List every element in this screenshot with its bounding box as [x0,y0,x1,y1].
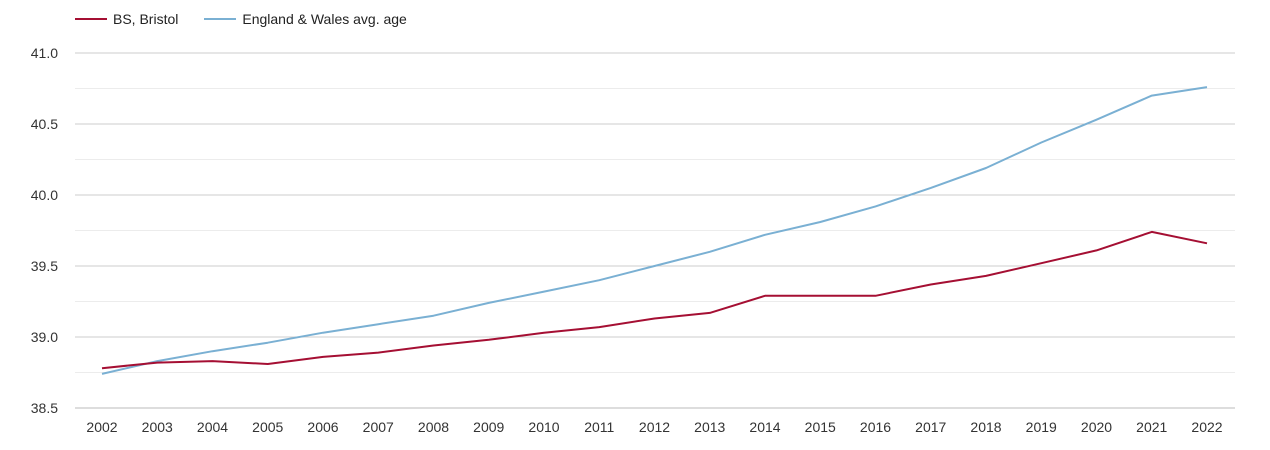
series-line-bristol [101,230,1208,370]
y-tick-label: 40.0 [31,187,58,203]
x-tick-label: 2009 [473,419,504,435]
y-tick-label: 40.5 [31,116,58,132]
legend-label-england-wales: England & Wales avg. age [242,11,407,27]
legend-label-bristol: BS, Bristol [113,11,179,27]
x-tick-label: 2004 [197,419,228,435]
x-tick-label: 2012 [639,419,670,435]
x-tick-label: 2017 [915,419,946,435]
x-tick-label: 2016 [860,419,891,435]
y-tick-label: 41.0 [31,45,58,61]
x-tick-label: 2022 [1191,419,1222,435]
x-tick-label: 2013 [694,419,725,435]
x-tick-label: 2021 [1136,419,1167,435]
legend-swatch-bristol [75,18,107,20]
series-group [101,86,1208,375]
x-tick-label: 2003 [142,419,173,435]
x-tick-label: 2007 [363,419,394,435]
y-axis: 38.5 39.0 39.5 40.0 40.5 41.0 [31,45,58,416]
x-tick-label: 2018 [970,419,1001,435]
x-axis: 2002 2003 2004 2005 2006 2007 2008 2009 2010 2011… [75,407,1235,435]
y-tick-label: 38.5 [31,400,58,416]
y-tick-label: 39.0 [31,329,58,345]
x-tick-label: 2014 [749,419,780,435]
legend: BS, Bristol England & Wales avg. age [75,8,433,30]
x-tick-label: 2006 [307,419,338,435]
y-tick-label: 39.5 [31,258,58,274]
x-tick-label: 2008 [418,419,449,435]
legend-item-bristol: BS, Bristol [75,11,178,27]
x-tick-label: 2010 [528,419,559,435]
x-tick-label: 2015 [805,419,836,435]
x-tick-label: 2020 [1081,419,1112,435]
x-tick-label: 2002 [86,419,117,435]
legend-swatch-england-wales [204,18,237,20]
x-tick-label: 2011 [584,419,614,435]
gridlines [75,52,1235,409]
legend-item-england-wales: England & Wales avg. age [204,11,407,27]
x-tick-label: 2005 [252,419,283,435]
x-tick-label: 2019 [1026,419,1057,435]
